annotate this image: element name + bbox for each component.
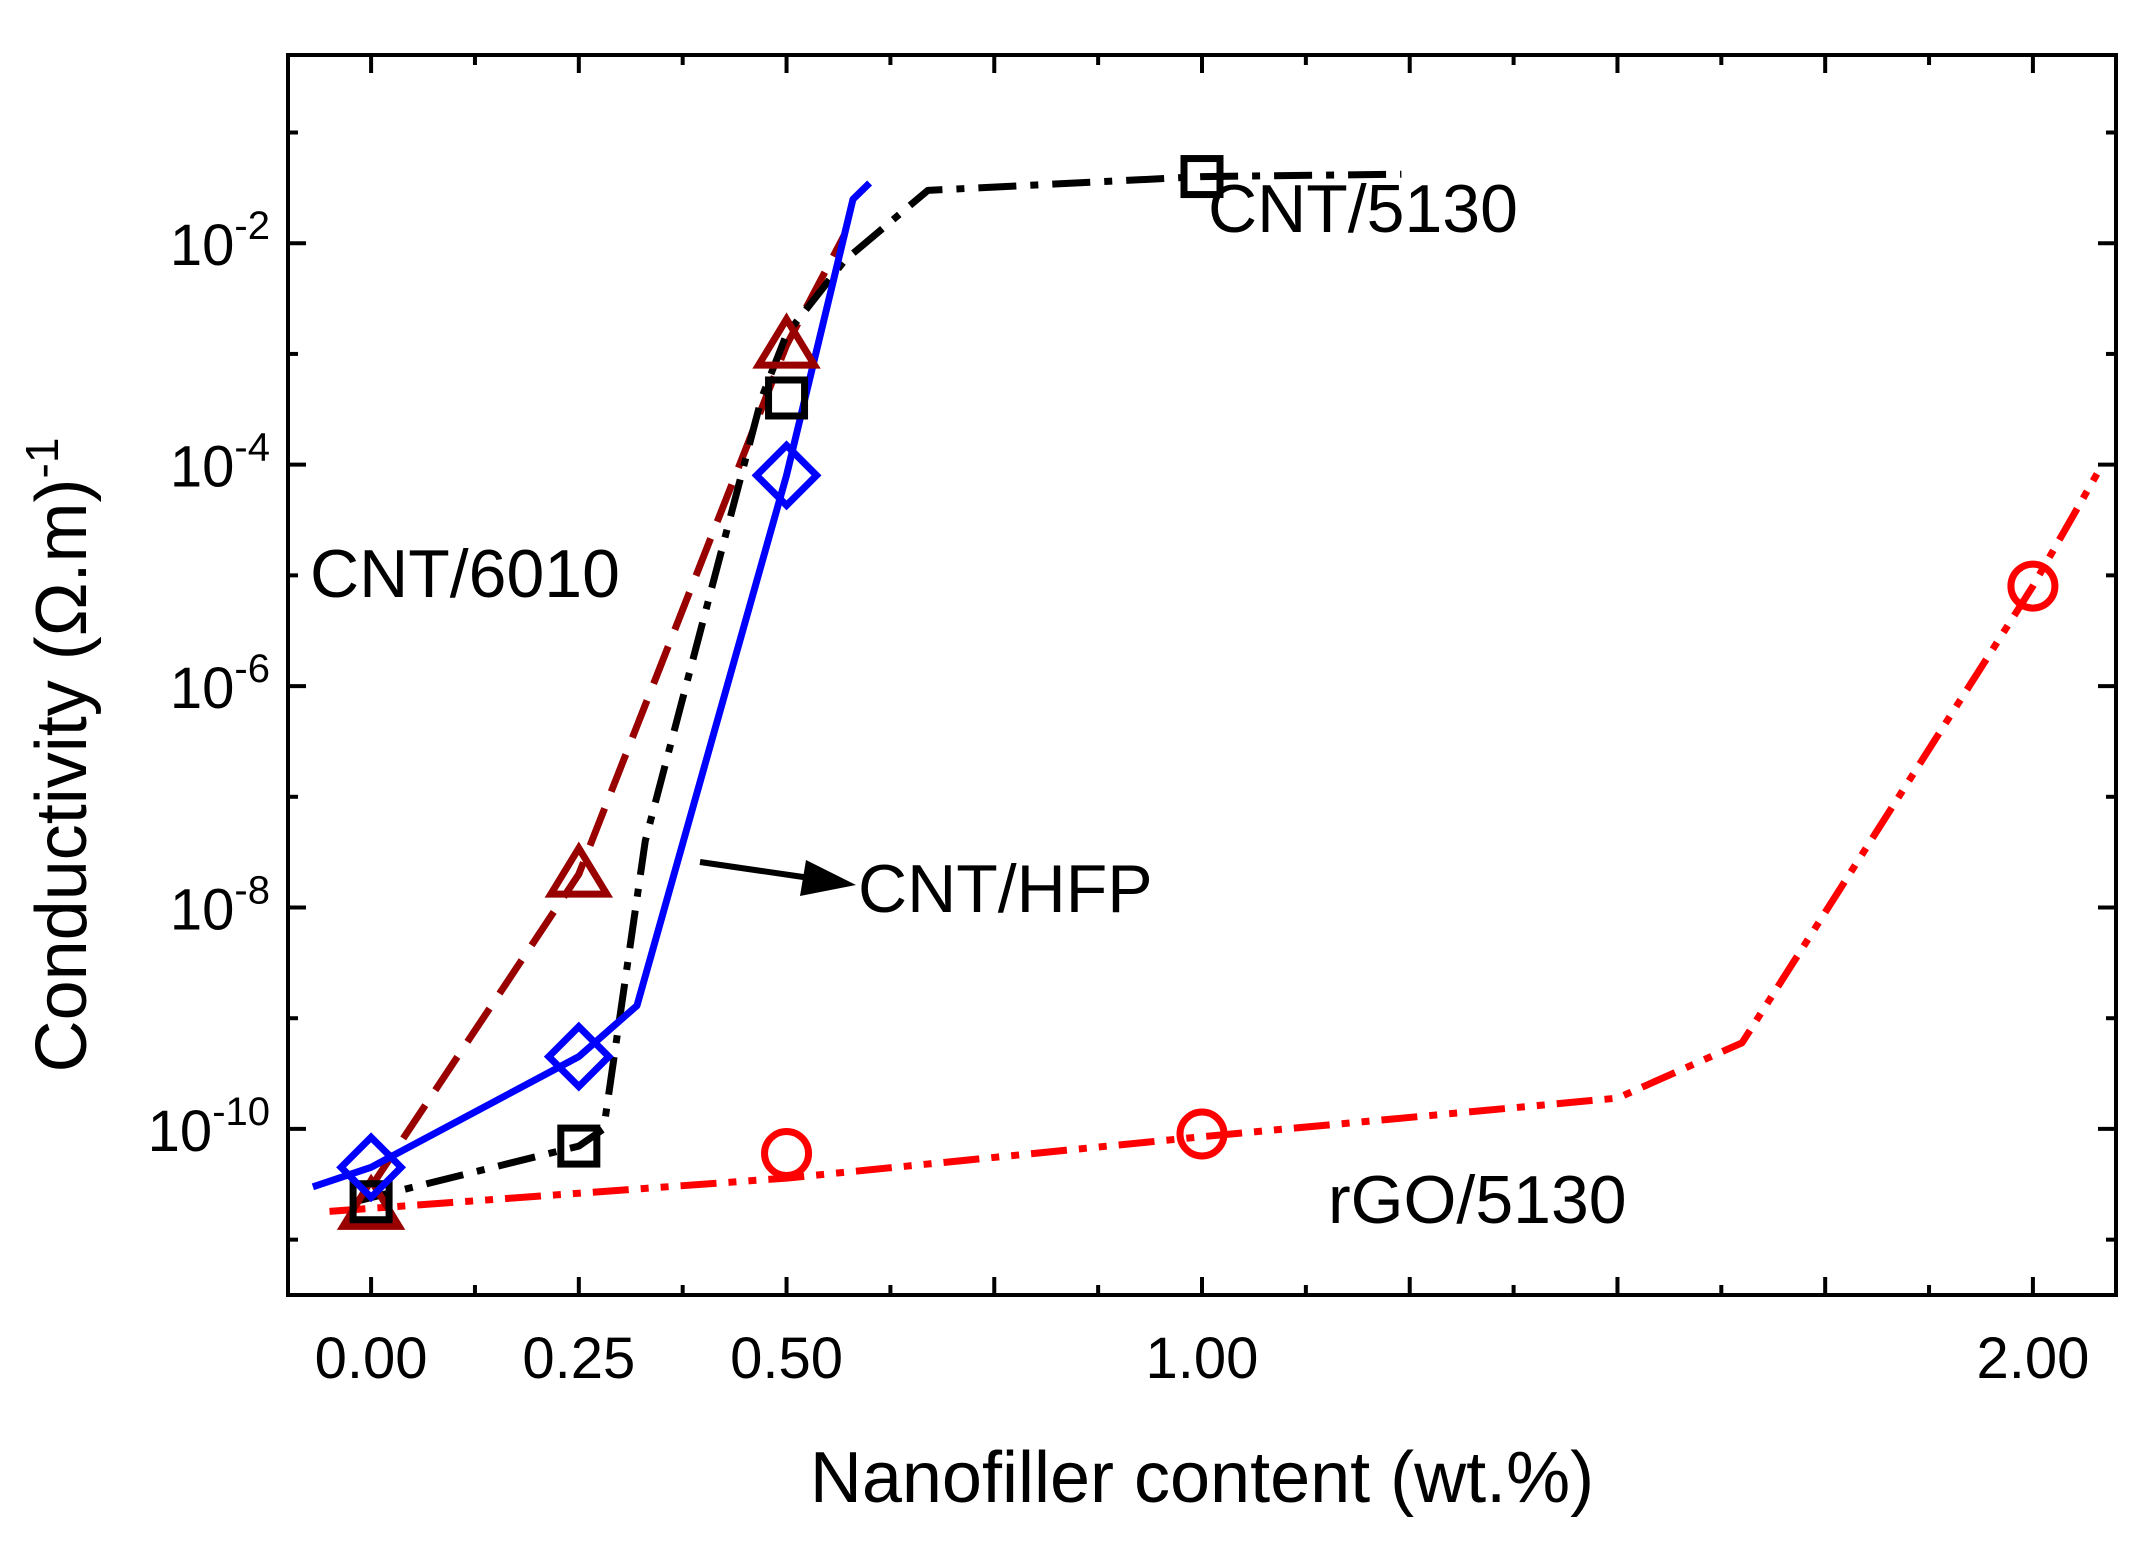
x-axis: 0.00 0.25 0.50 1.00 2.00 <box>315 55 2089 1391</box>
data-point-rgo-5130 <box>761 1127 813 1179</box>
y-tick-label: 10-2 <box>170 204 270 278</box>
series-line-cnt-6010 <box>368 232 848 1189</box>
y-axis-label: Conductivity (Ω.m)-1 <box>16 438 102 1073</box>
x-tick-label: 1.00 <box>1146 1326 1259 1391</box>
data-point-cnt-5130 <box>765 376 809 420</box>
cnt-hfp-arrow <box>699 859 856 896</box>
y-axis-label-group: Conductivity (Ω.m)-1 <box>16 438 102 1073</box>
data-point-cnt-hfp <box>751 440 822 511</box>
x-tick-label: 0.00 <box>315 1326 428 1391</box>
data-point-cnt-hfp <box>543 1021 614 1092</box>
x-tick-label: 0.25 <box>522 1326 635 1391</box>
label-cnt-6010: CNT/6010 <box>310 536 620 612</box>
label-cnt-hfp: CNT/HFP <box>858 851 1153 927</box>
data-point-cnt-6010 <box>544 841 614 898</box>
y-tick-label: 10-4 <box>170 426 270 500</box>
data-point-cnt-6010 <box>336 1173 406 1230</box>
x-axis-label: Nanofiller content (wt.%) <box>810 1438 1594 1518</box>
plot-frame <box>286 53 2118 1297</box>
marker-layer <box>336 155 2059 1230</box>
label-rgo-5130: rGO/5130 <box>1328 1162 1627 1238</box>
data-point-cnt-6010 <box>752 312 821 369</box>
data-point-cnt-hfp <box>336 1132 407 1203</box>
data-point-cnt-5130 <box>1180 155 1224 199</box>
y-tick-label: 10-8 <box>170 869 270 943</box>
data-point-cnt-5130 <box>557 1124 601 1168</box>
y-axis: 10-2 10-4 10-6 10-8 10-10 <box>148 130 2116 1242</box>
x-tick-label: 2.00 <box>1976 1326 2089 1391</box>
y-tick-label: 10-10 <box>148 1090 270 1164</box>
data-point-cnt-5130 <box>349 1180 393 1224</box>
label-cnt-5130: CNT/5130 <box>1208 171 1518 247</box>
x-tick-label: 0.50 <box>730 1326 843 1391</box>
y-tick-label: 10-6 <box>170 647 270 721</box>
data-point-rgo-5130 <box>1176 1108 1228 1160</box>
data-point-rgo-5130 <box>2007 560 2059 612</box>
series-line-cnt-hfp <box>311 180 873 1191</box>
